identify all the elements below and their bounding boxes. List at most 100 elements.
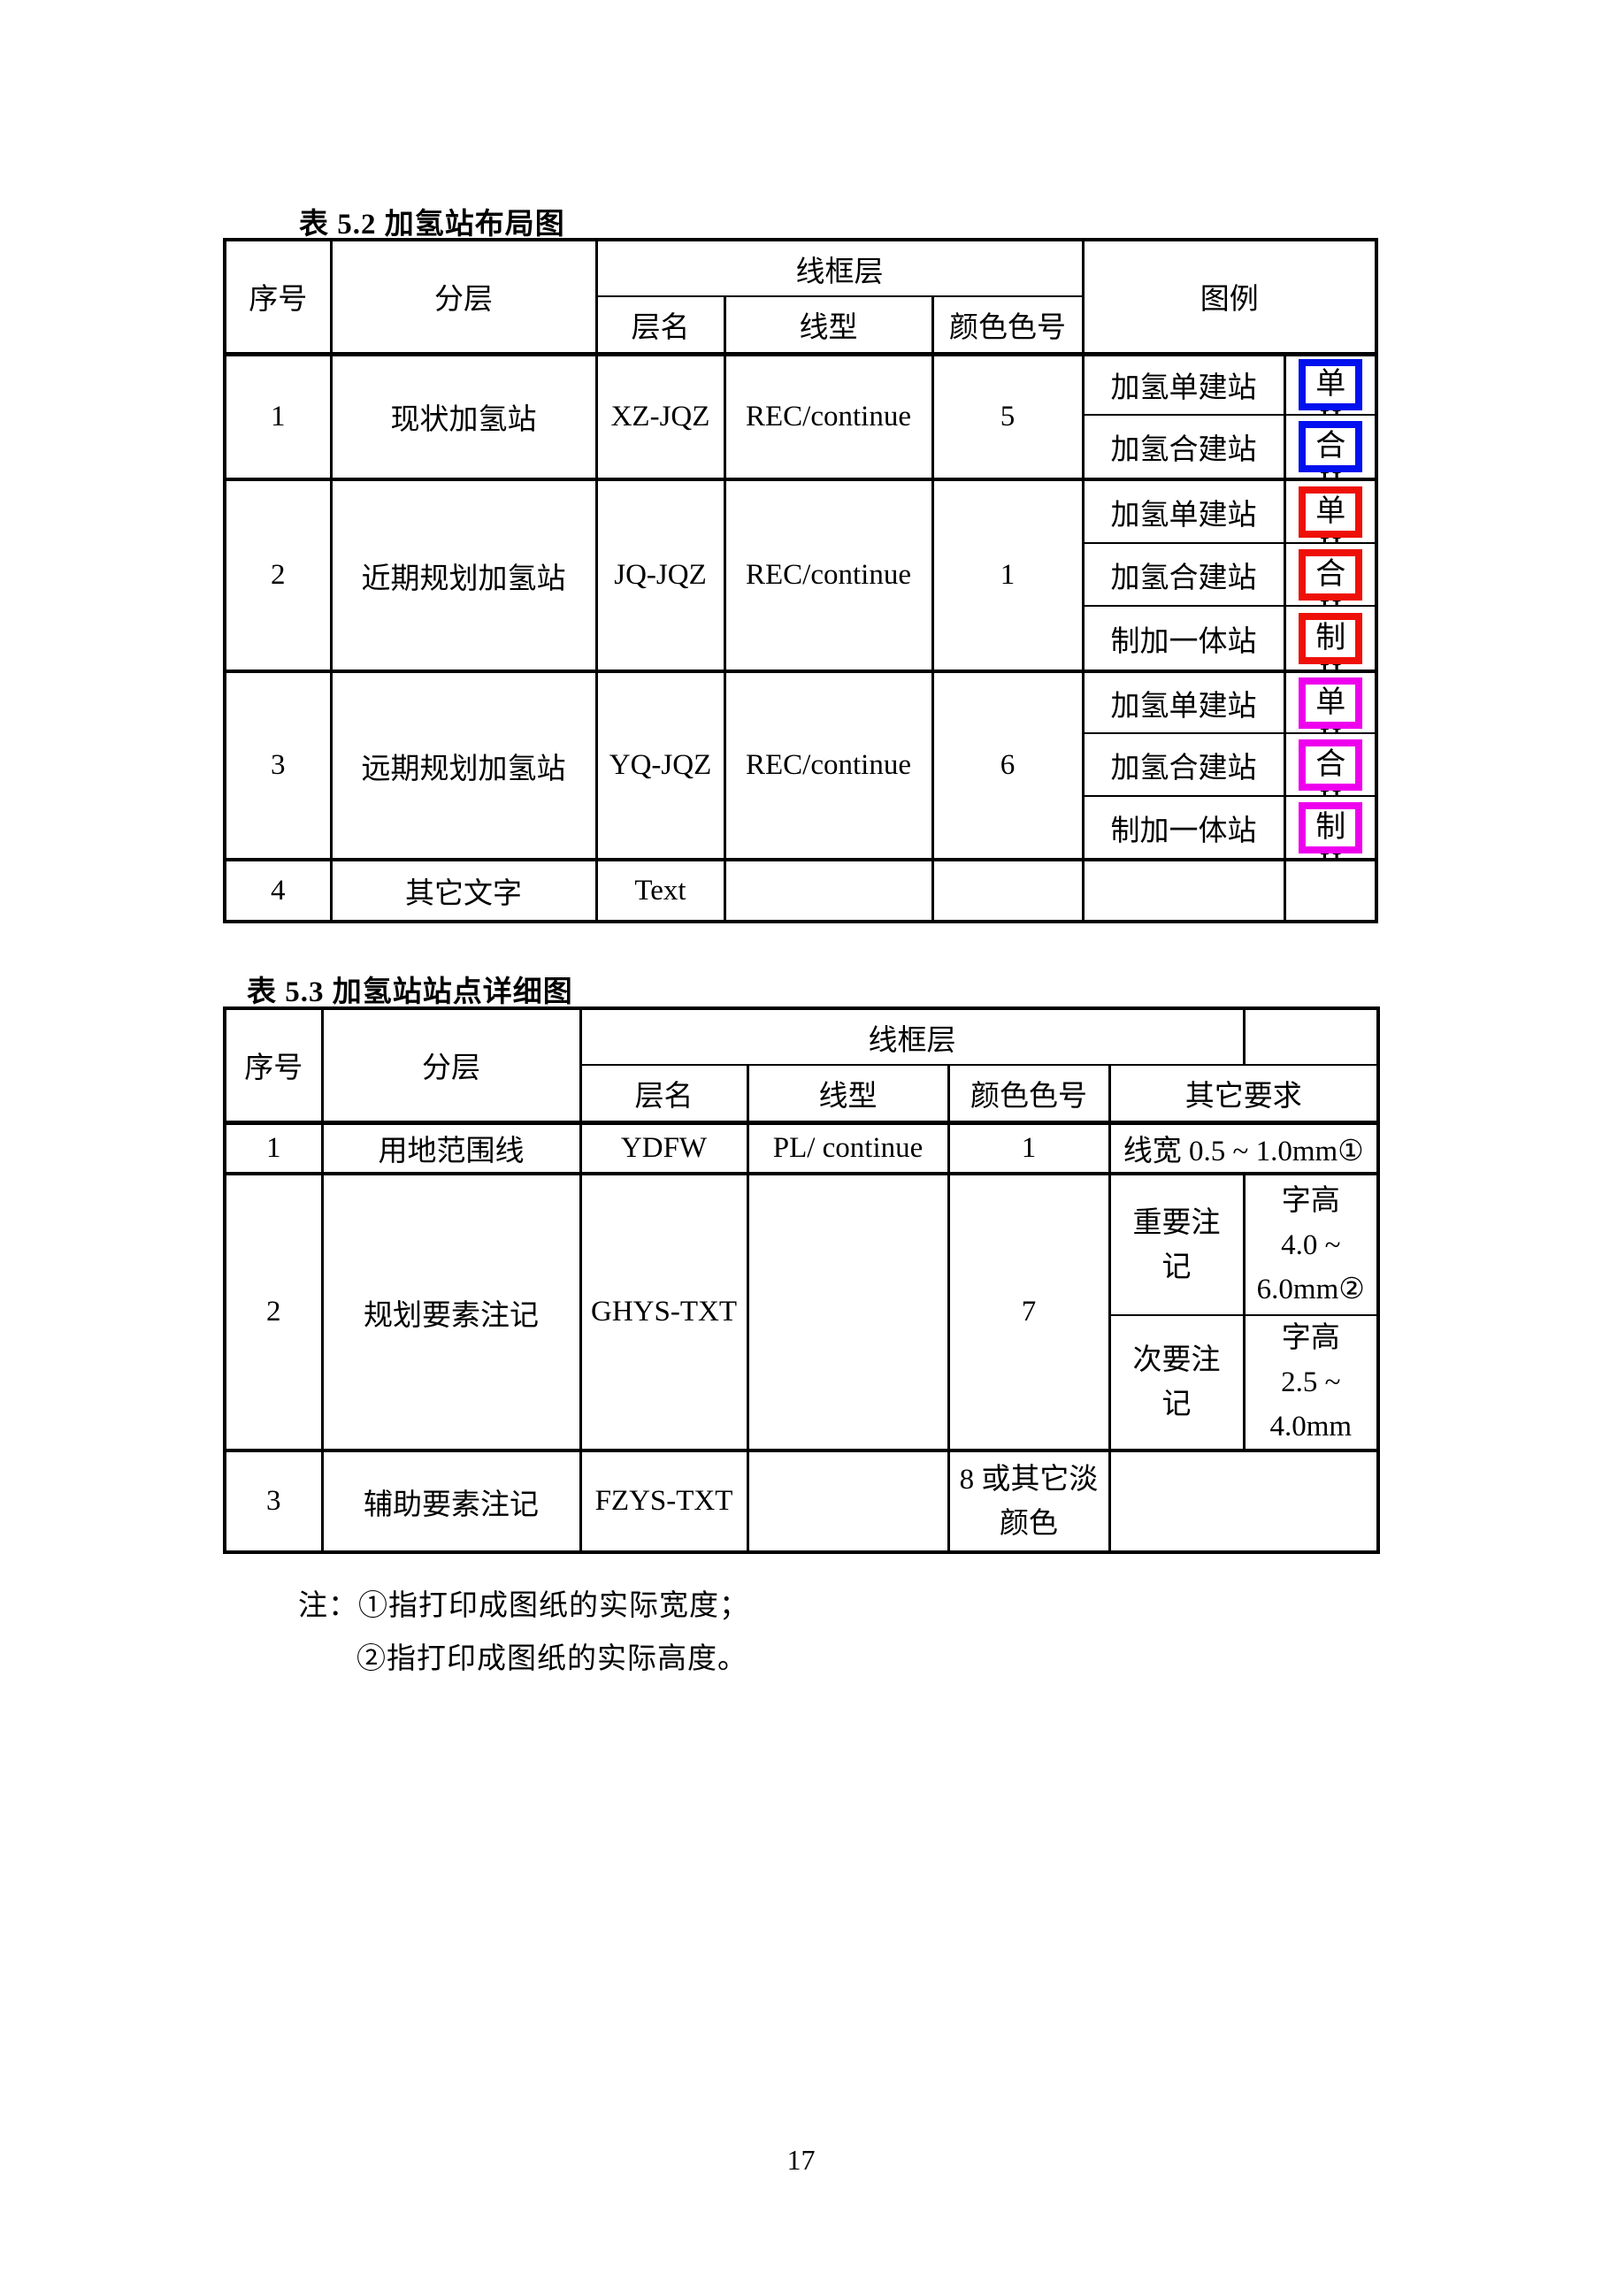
t1-row1-sub2: 加氢合建站 合H <box>225 414 1378 480</box>
legend-symbol-cell: 单H <box>1283 351 1378 416</box>
note-line-1: 注：①指打印成图纸的实际宽度； <box>298 1590 749 1622</box>
legend-symbol-box-red: 制H <box>1298 612 1362 670</box>
t2-r3-other <box>1108 1449 1380 1553</box>
t2-row1: 1 用地范围线 YDFW PL/ continue 1 线宽 0.5 ~ 1.0… <box>223 1120 1380 1175</box>
t1-r1-layer: 现状加氢站 <box>329 351 598 480</box>
t1-header-line-type: 线型 <box>723 295 934 355</box>
t2-r2-seq: 2 <box>223 1172 324 1451</box>
t1-r4-legend-symbol <box>1283 858 1378 922</box>
t1-header-layer-name: 层名 <box>594 295 726 355</box>
t1-r4-color-no <box>931 858 1085 922</box>
legend-label: 制加一体站 <box>1081 795 1286 861</box>
t1-header-seq: 序号 <box>223 239 333 355</box>
table-5-2-station-layout: 序号 分层 线框层 图例 层名 线型 颜色色号 1 现状加氢站 XZ-JQZ R… <box>223 238 1378 923</box>
legend-symbol-box-blue: 单H <box>1298 359 1362 413</box>
t2-header-other: 其它要求 <box>1108 1064 1380 1123</box>
t2-r2-layer-name: GHYS-TXT <box>579 1172 749 1451</box>
legend-symbol-box-red: 单H <box>1298 486 1362 541</box>
t2-r1-layer-name: YDFW <box>579 1120 749 1175</box>
legend-label: 制加一体站 <box>1081 605 1286 672</box>
legend-symbol-box-magenta: 制H <box>1298 801 1362 858</box>
t1-r4-layer-name: Text <box>594 858 726 922</box>
t2-r1-seq: 1 <box>223 1120 324 1175</box>
t1-r2-line-type: REC/continue <box>723 478 934 672</box>
t1-r3-line-type: REC/continue <box>723 670 934 861</box>
legend-symbol-cell: 单H <box>1283 478 1378 544</box>
t2-r2-color-no: 7 <box>947 1172 1111 1451</box>
t1-header-layer: 分层 <box>329 239 598 355</box>
table-5-3-station-detail: 序号 分层 线框层 层名 线型 颜色色号 其它要求 1 用地范围线 YDFW P… <box>223 1006 1380 1554</box>
t1-r1-layer-name: XZ-JQZ <box>594 351 726 480</box>
legend-symbol-box-magenta: 合H <box>1298 739 1362 794</box>
legend-symbol-cell: 合H <box>1283 414 1378 480</box>
t1-row2-sub3: 制加一体站 制H <box>225 605 1378 672</box>
t1-r3-color-no: 6 <box>931 670 1085 861</box>
t2-r2-note-minor-label: 次要注 记 <box>1108 1314 1246 1451</box>
note-line-2: ②指打印成图纸的实际高度。 <box>356 1643 747 1675</box>
t2-header-color-no: 颜色色号 <box>947 1064 1111 1123</box>
legend-label: 加氢单建站 <box>1081 670 1286 734</box>
t1-row3-sub3: 制加一体站 制H <box>225 795 1378 861</box>
t1-r1-color-no: 5 <box>931 351 1085 480</box>
legend-symbol-cell: 合H <box>1283 732 1378 797</box>
t2-r2-note-major-height: 字高 4.0 ~ 6.0mm② <box>1242 1172 1380 1316</box>
t2-row2-sub1: 2 规划要素注记 GHYS-TXT 7 重要注 记 字高 4.0 ~ 6.0mm… <box>223 1172 1380 1451</box>
t2-r2-note-major-label: 重要注 记 <box>1108 1172 1246 1316</box>
t2-r2-line-type <box>746 1172 950 1451</box>
t2-header-row-2: 层名 线型 颜色色号 其它要求 <box>225 1064 1380 1123</box>
t2-header-seq: 序号 <box>223 1007 324 1123</box>
table-5-2-title: 表 5.2 加氢站布局图 <box>299 209 565 241</box>
legend-symbol-cell: 制H <box>1283 605 1378 672</box>
t1-r4-layer: 其它文字 <box>329 858 598 922</box>
t2-r1-other: 线宽 0.5 ~ 1.0mm① <box>1108 1120 1380 1175</box>
t1-r2-seq: 2 <box>223 478 333 672</box>
legend-symbol-cell: 制H <box>1283 795 1378 861</box>
t1-r2-layer: 近期规划加氢站 <box>329 478 598 672</box>
t1-header-frame: 线框层 <box>594 239 1085 297</box>
legend-label: 加氢合建站 <box>1081 732 1286 797</box>
legend-label: 加氢单建站 <box>1081 351 1286 416</box>
t1-header-color-no: 颜色色号 <box>931 295 1085 355</box>
t2-r2-layer: 规划要素注记 <box>320 1172 582 1451</box>
t1-row2-sub1: 2 近期规划加氢站 JQ-JQZ REC/continue 1 加氢单建站 单H <box>223 478 1378 672</box>
t1-r2-layer-name: JQ-JQZ <box>594 478 726 672</box>
legend-symbol-cell: 单H <box>1283 670 1378 734</box>
t2-header-layer-name: 层名 <box>579 1064 749 1123</box>
t1-r1-seq: 1 <box>223 351 333 480</box>
t2-r3-layer: 辅助要素注记 <box>320 1449 582 1553</box>
t2-header-line-type: 线型 <box>746 1064 950 1123</box>
t2-row2-sub2: 次要注 记 字高 2.5 ~ 4.0mm <box>225 1314 1380 1451</box>
legend-symbol-box-blue: 合H <box>1298 421 1362 478</box>
t1-header-row-1: 序号 分层 线框层 图例 <box>223 239 1378 355</box>
t1-r2-color-no: 1 <box>931 478 1085 672</box>
t1-r1-line-type: REC/continue <box>723 351 934 480</box>
t2-r1-line-type: PL/ continue <box>746 1120 950 1175</box>
legend-label: 加氢单建站 <box>1081 478 1286 544</box>
t1-r4-seq: 4 <box>223 858 333 922</box>
t1-header-legend: 图例 <box>1081 239 1378 355</box>
table-5-3-title: 表 5.3 加氢站站点详细图 <box>247 976 573 1008</box>
t1-r4-line-type <box>723 858 934 922</box>
legend-label: 加氢合建站 <box>1081 414 1286 480</box>
t2-r1-color-no: 1 <box>947 1120 1111 1175</box>
t2-header-layer: 分层 <box>320 1007 582 1123</box>
t1-row3-sub1: 3 远期规划加氢站 YQ-JQZ REC/continue 6 加氢单建站 单H <box>223 670 1378 861</box>
t1-r4-legend-label <box>1081 858 1286 922</box>
t2-r3-line-type <box>746 1449 950 1553</box>
t1-r3-layer-name: YQ-JQZ <box>594 670 726 861</box>
legend-symbol-box-magenta: 单H <box>1298 677 1362 731</box>
t1-row2-sub2: 加氢合建站 合H <box>225 542 1378 607</box>
t2-r2-note-minor-height: 字高 2.5 ~ 4.0mm <box>1242 1314 1380 1451</box>
t1-r3-layer: 远期规划加氢站 <box>329 670 598 861</box>
t2-r1-layer: 用地范围线 <box>320 1120 582 1175</box>
t2-r3-layer-name: FZYS-TXT <box>579 1449 749 1553</box>
t1-row1-sub1: 1 现状加氢站 XZ-JQZ REC/continue 5 加氢单建站 单H <box>223 351 1378 480</box>
t1-row4: 4 其它文字 Text <box>223 858 1378 922</box>
t2-row3: 3 辅助要素注记 FZYS-TXT 8 或其它淡 颜色 <box>223 1449 1380 1553</box>
t2-header-frame: 线框层 <box>579 1007 1246 1066</box>
t1-r3-seq: 3 <box>223 670 333 861</box>
t2-r3-color-no: 8 或其它淡 颜色 <box>947 1449 1111 1553</box>
t1-header-row-2: 层名 线型 颜色色号 <box>225 295 1376 355</box>
legend-symbol-box-red: 合H <box>1298 548 1362 604</box>
legend-symbol-cell: 合H <box>1283 542 1378 607</box>
